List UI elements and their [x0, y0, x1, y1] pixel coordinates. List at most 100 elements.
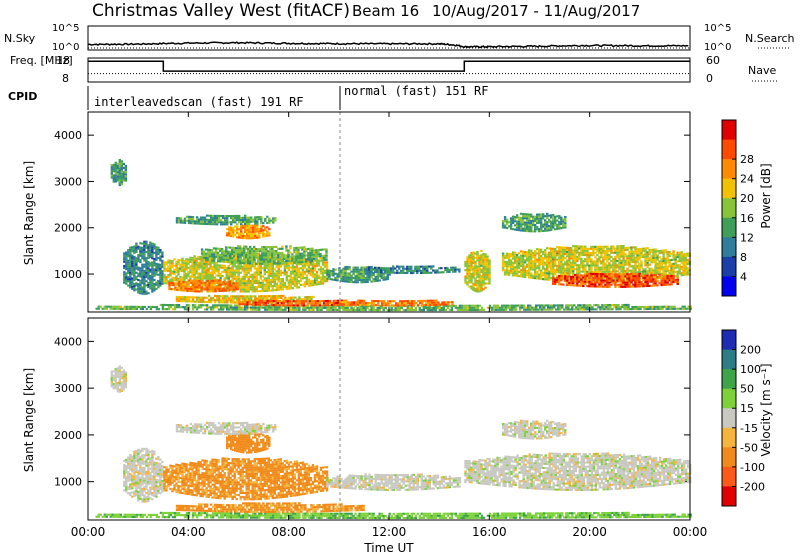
heatmap-cell: [318, 304, 322, 307]
heatmap-cell: [313, 265, 317, 268]
heatmap-cell: [259, 281, 262, 284]
heatmap-cell: [145, 280, 148, 283]
heatmap-cell: [313, 259, 316, 262]
heatmap-cell: [382, 274, 385, 277]
heatmap-cell: [261, 262, 264, 265]
heatmap-cell: [480, 268, 483, 271]
heatmap-cell: [332, 301, 336, 304]
heatmap-cell: [253, 275, 256, 278]
heatmap-cell: [484, 265, 487, 268]
heatmap-cell: [253, 248, 256, 251]
heatmap-cell: [233, 275, 236, 278]
heatmap-cell: [281, 277, 284, 280]
heatmap-cell: [336, 301, 340, 304]
heatmap-cell: [125, 251, 128, 254]
heatmap-cell: [199, 262, 202, 265]
heatmap-cell: [217, 214, 221, 217]
heatmap-cell: [299, 283, 303, 286]
heatmap-cell: [221, 275, 224, 278]
heatmap-cell: [229, 269, 232, 272]
heatmap-cell: [634, 271, 637, 274]
heatmap-cell: [484, 257, 487, 260]
heatmap-cell: [139, 275, 142, 278]
heatmap-cell: [548, 251, 551, 254]
heatmap-cell: [277, 274, 280, 277]
heatmap-cell: [344, 306, 347, 309]
heatmap-cell: [590, 252, 593, 255]
heatmap-cell: [195, 261, 198, 264]
heatmap-cell: [336, 275, 339, 278]
heatmap-cell: [233, 246, 236, 249]
heatmap-cell: [262, 301, 265, 304]
heatmap-cell: [605, 306, 608, 309]
heatmap-cell: [244, 301, 247, 304]
heatmap-cell: [125, 305, 128, 308]
heatmap-cell: [606, 251, 609, 254]
heatmap-cell: [195, 268, 198, 271]
heatmap-cell: [143, 269, 146, 272]
heatmap-cell: [311, 251, 314, 254]
heatmap-cell: [175, 271, 178, 274]
heatmap-cell: [197, 222, 201, 225]
heatmap-cell: [263, 269, 266, 272]
heatmap-cell: [594, 264, 597, 267]
heatmap-cell: [466, 264, 469, 267]
heatmap-cell: [620, 268, 623, 271]
heatmap-cell: [464, 306, 468, 309]
heatmap-cell: [197, 220, 201, 223]
heatmap-cell: [243, 265, 246, 268]
heatmap-cell: [277, 270, 280, 273]
heatmap-cell: [421, 304, 424, 307]
heatmap-cell: [248, 224, 251, 227]
heatmap-cell: [474, 262, 477, 265]
heatmap-cell: [283, 261, 287, 264]
heatmap-cell: [149, 308, 153, 311]
heatmap-cell: [482, 280, 485, 283]
heatmap-cell: [621, 306, 624, 309]
heatmap-cell: [194, 288, 197, 291]
heatmap-cell: [642, 249, 645, 252]
heatmap-cell: [252, 228, 255, 231]
heatmap-cell: [316, 308, 319, 311]
heatmap-cell: [562, 254, 565, 257]
heatmap-cell: [568, 272, 571, 275]
heatmap-cell: [221, 215, 225, 218]
heatmap-cell: [476, 284, 479, 287]
heatmap-cell: [250, 308, 253, 311]
heatmap-cell: [267, 252, 270, 255]
heatmap-cell: [241, 278, 244, 281]
heatmap-cell: [648, 257, 651, 260]
heatmap-cell: [287, 285, 291, 288]
heatmap-cell: [244, 218, 247, 221]
heatmap-cell: [153, 247, 156, 250]
heatmap-cell: [372, 278, 375, 281]
heatmap-cell: [245, 263, 248, 266]
heatmap-cell: [360, 301, 364, 304]
heatmap-cell: [226, 308, 229, 311]
heatmap-cell: [644, 247, 647, 250]
heatmap-cell: [307, 266, 311, 269]
heatmap-cell: [470, 272, 473, 275]
heatmap-cell: [380, 274, 383, 277]
heatmap-cell: [372, 280, 375, 283]
heatmap-cell: [256, 306, 259, 309]
heatmap-cell: [260, 295, 263, 298]
heatmap-cell: [544, 267, 547, 270]
heatmap-cell: [604, 262, 607, 265]
heatmap-cell: [602, 270, 605, 273]
heatmap-cell: [624, 259, 627, 262]
heatmap-cell: [470, 277, 473, 280]
heatmap-cell: [125, 259, 128, 262]
heatmap-cell: [237, 269, 240, 272]
heatmap-cell: [581, 306, 584, 309]
heatmap-cell: [201, 304, 205, 307]
heatmap-cell: [274, 299, 277, 302]
heatmap-cell: [323, 254, 326, 257]
heatmap-cell: [360, 274, 363, 277]
heatmap-cell: [213, 301, 217, 304]
heatmap-cell: [362, 270, 365, 273]
heatmap-cell: [251, 282, 254, 285]
heatmap-cell: [378, 266, 381, 269]
heatmap-cell: [236, 236, 239, 239]
heatmap-cell: [558, 269, 561, 272]
